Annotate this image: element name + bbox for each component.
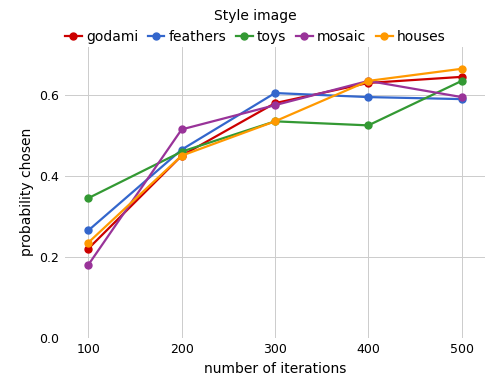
houses (272, 119, 278, 124)
houses (458, 66, 464, 71)
toys (86, 196, 91, 201)
godami (458, 74, 464, 79)
mosaic (86, 262, 91, 267)
mosaic (458, 95, 464, 99)
Legend: godami, feathers, toys, mosaic, houses: godami, feathers, toys, mosaic, houses (65, 9, 446, 43)
godami (366, 81, 372, 85)
mosaic (366, 79, 372, 83)
Line: godami: godami (85, 73, 465, 252)
feathers (366, 95, 372, 99)
godami (272, 101, 278, 106)
Line: houses: houses (85, 65, 465, 246)
houses (178, 153, 184, 158)
feathers (272, 91, 278, 95)
mosaic (272, 103, 278, 107)
X-axis label: number of iterations: number of iterations (204, 362, 346, 376)
Line: feathers: feathers (85, 90, 465, 234)
toys (178, 149, 184, 154)
houses (366, 79, 372, 83)
mosaic (178, 127, 184, 132)
toys (366, 123, 372, 128)
Line: mosaic: mosaic (85, 78, 465, 268)
feathers (458, 97, 464, 101)
feathers (86, 228, 91, 233)
Y-axis label: probability chosen: probability chosen (20, 128, 34, 256)
toys (458, 79, 464, 83)
toys (272, 119, 278, 124)
Line: toys: toys (85, 78, 465, 202)
godami (86, 246, 91, 251)
feathers (178, 147, 184, 152)
houses (86, 240, 91, 245)
godami (178, 153, 184, 158)
